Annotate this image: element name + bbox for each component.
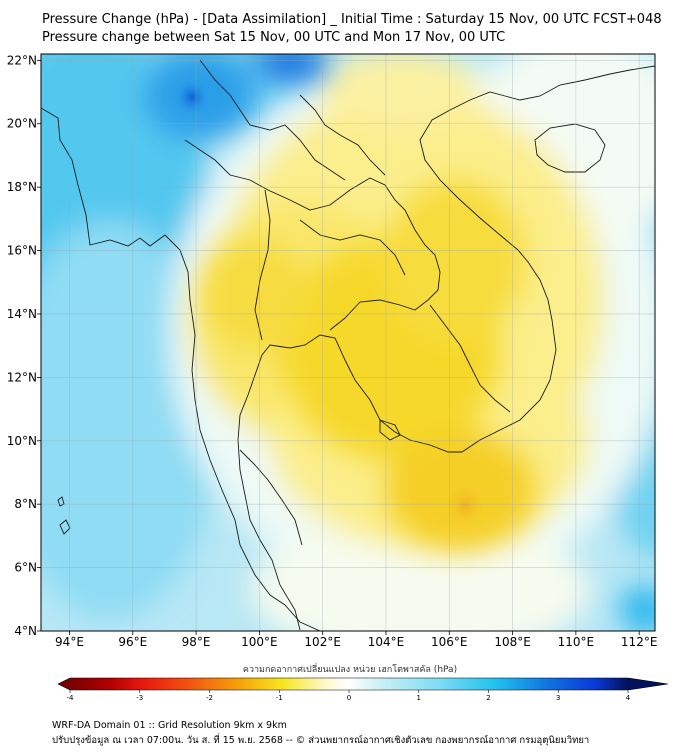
colorbar-tick-label: -3 (136, 694, 143, 702)
lat-label: 22°N (7, 53, 37, 67)
lon-label: 100°E (241, 635, 278, 649)
lat-label: 10°N (7, 434, 37, 448)
colorbar-label: ความกดอากาศเปลี่ยนแปลง หน่วย เฮกโตพาสคัล… (243, 662, 457, 675)
lon-label: 112°E (621, 635, 658, 649)
colorbar-tick-label: 4 (626, 694, 631, 702)
lon-label: 106°E (431, 635, 468, 649)
lon-label: 96°E (118, 635, 147, 649)
colorbar-tick-label: -2 (206, 694, 213, 702)
lat-label: 20°N (7, 117, 37, 131)
lon-label: 108°E (494, 635, 531, 649)
colorbar-tick-label: 1 (417, 694, 421, 702)
lon-label: 98°E (182, 635, 211, 649)
chart-title: Pressure Change (hPa) - [Data Assimilati… (42, 12, 662, 27)
colorbar: -4 -3 -2 -1 0 1 2 3 4 (57, 677, 669, 702)
pressure-field (41, 54, 655, 631)
chart-subtitle: Pressure change between Sat 15 Nov, 00 U… (42, 30, 506, 45)
lat-label: 4°N (14, 624, 37, 638)
footer-model-info: WRF-DA Domain 01 :: Grid Resolution 9km … (52, 720, 287, 731)
colorbar-tick-label: -4 (67, 694, 75, 702)
lat-label: 6°N (14, 561, 37, 575)
lat-label: 14°N (7, 307, 37, 321)
colorbar-tick-label: 3 (556, 694, 560, 702)
lat-label: 16°N (7, 244, 37, 258)
latitude-labels: 22°N 20°N 18°N 16°N 14°N 12°N 10°N 8°N 6°N 4°N (7, 53, 41, 638)
footer-update-info: ปรับปรุงข้อมูล ณ เวลา 07:00น. วัน ส. ที่… (52, 735, 590, 746)
lon-label: 110°E (558, 635, 595, 649)
longitude-labels: 94°E 96°E 98°E 100°E 102°E 104°E 106°E 108°E 110… (55, 631, 657, 649)
map-frame (40, 53, 656, 632)
lat-label: 8°N (14, 497, 37, 511)
lon-label: 104°E (368, 635, 405, 649)
coastlines (41, 59, 655, 631)
colorbar-tick-label: 2 (486, 694, 490, 702)
lat-label: 12°N (7, 370, 37, 384)
colorbar-tick-label: -1 (276, 694, 283, 702)
lon-label: 102°E (304, 635, 341, 649)
colorbar-tick-label: 0 (347, 694, 351, 702)
lon-label: 94°E (55, 635, 84, 649)
lat-label: 18°N (7, 180, 37, 194)
